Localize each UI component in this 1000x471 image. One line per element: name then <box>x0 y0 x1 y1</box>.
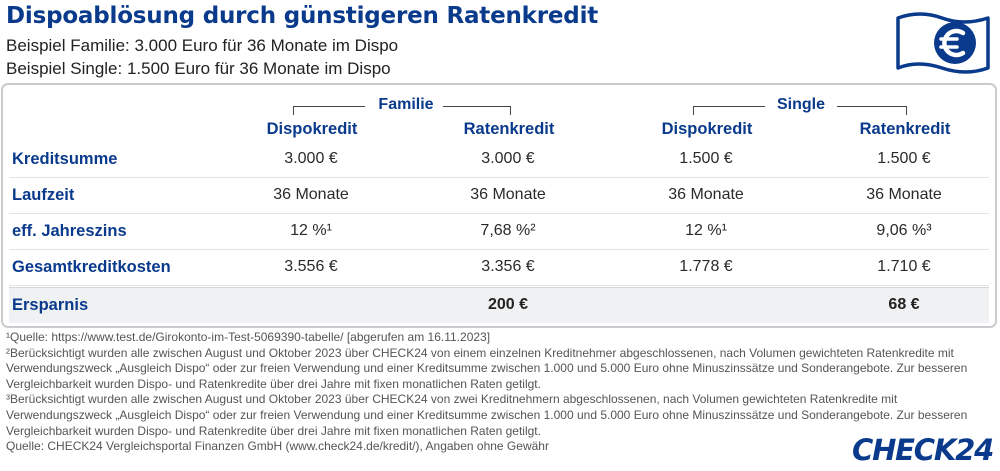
group-bracket-family-left <box>293 106 365 115</box>
row-label-laufzeit: Laufzeit <box>12 186 75 204</box>
euro-banknote-icon <box>896 12 990 74</box>
table-cell: 1.710 € <box>877 258 931 275</box>
row-label-gesamtkreditkosten: Gesamtkreditkosten <box>12 258 171 276</box>
row-label-kreditsumme: Kreditsumme <box>12 150 118 168</box>
table-cell: 7,68 %² <box>480 222 536 239</box>
table-cell: 36 Monate <box>668 186 744 203</box>
row-label-jahreszins: eff. Jahreszins <box>12 222 127 240</box>
group-header-family: Familie <box>378 96 434 113</box>
table-row: Kreditsumme 3.000 € 3.000 € 1.500 € 1.50… <box>9 142 989 178</box>
check24-logo: CHECK24 <box>852 433 998 469</box>
savings-value-family: 200 € <box>487 296 529 313</box>
comparison-table: Familie Single Dispokredit Ratenkredit D… <box>1 83 997 328</box>
footnote-2: ²Berücksichtigt wurden alle zwischen Aug… <box>6 345 968 391</box>
group-header-single: Single <box>776 96 826 113</box>
table-cell: 12 %¹ <box>685 222 727 239</box>
table-cell: 36 Monate <box>470 186 546 203</box>
table-cell: 1.500 € <box>877 150 931 167</box>
savings-value-single: 68 € <box>888 296 920 313</box>
table-row: Laufzeit 36 Monate 36 Monate 36 Monate 3… <box>9 178 989 214</box>
table-cell: 3.356 € <box>481 258 535 275</box>
logo-number: 24 <box>955 433 994 467</box>
group-bracket-single-right <box>837 106 907 115</box>
table-row: Gesamtkreditkosten 3.556 € 3.356 € 1.778… <box>9 250 989 286</box>
footnote-3: ³Berücksichtigt wurden alle zwischen Aug… <box>6 392 968 438</box>
footnotes: ¹Quelle: https://www.test.de/Girokonto-i… <box>6 330 991 455</box>
table-cell: 12 %¹ <box>290 222 332 239</box>
group-bracket-family-right <box>443 106 511 115</box>
footnote-1: ¹Quelle: https://www.test.de/Girokonto-i… <box>6 330 491 344</box>
subtitle-family: Beispiel Familie: 3.000 Euro für 36 Mona… <box>6 36 399 55</box>
column-header-single-dispo: Dispokredit <box>661 120 753 138</box>
column-header-family-dispo: Dispokredit <box>266 120 358 138</box>
row-label-ersparnis: Ersparnis <box>12 296 89 314</box>
table-cell: 3.000 € <box>481 150 535 167</box>
table-cell: 36 Monate <box>866 186 942 203</box>
table-cell: 1.778 € <box>679 258 733 275</box>
footnote-source: Quelle: CHECK24 Vergleichsportal Finanze… <box>6 439 549 454</box>
table-row: eff. Jahreszins 12 %¹ 7,68 %² 12 %¹ 9,06… <box>9 214 989 250</box>
savings-row: Ersparnis 200 € 68 € <box>9 287 989 323</box>
column-header-family-raten: Ratenkredit <box>463 120 555 138</box>
page-title: Dispoablösung durch günstigeren Ratenkre… <box>6 3 599 29</box>
column-header-single-raten: Ratenkredit <box>859 120 951 138</box>
logo-text: CHECK <box>852 433 956 467</box>
table-cell: 3.000 € <box>284 150 338 167</box>
group-bracket-single-left <box>693 106 765 115</box>
table-cell: 9,06 %³ <box>876 222 932 239</box>
table-cell: 36 Monate <box>273 186 349 203</box>
subtitle-single: Beispiel Single: 1.500 Euro für 36 Monat… <box>6 59 391 78</box>
table-cell: 1.500 € <box>679 150 733 167</box>
table-cell: 3.556 € <box>284 258 338 275</box>
